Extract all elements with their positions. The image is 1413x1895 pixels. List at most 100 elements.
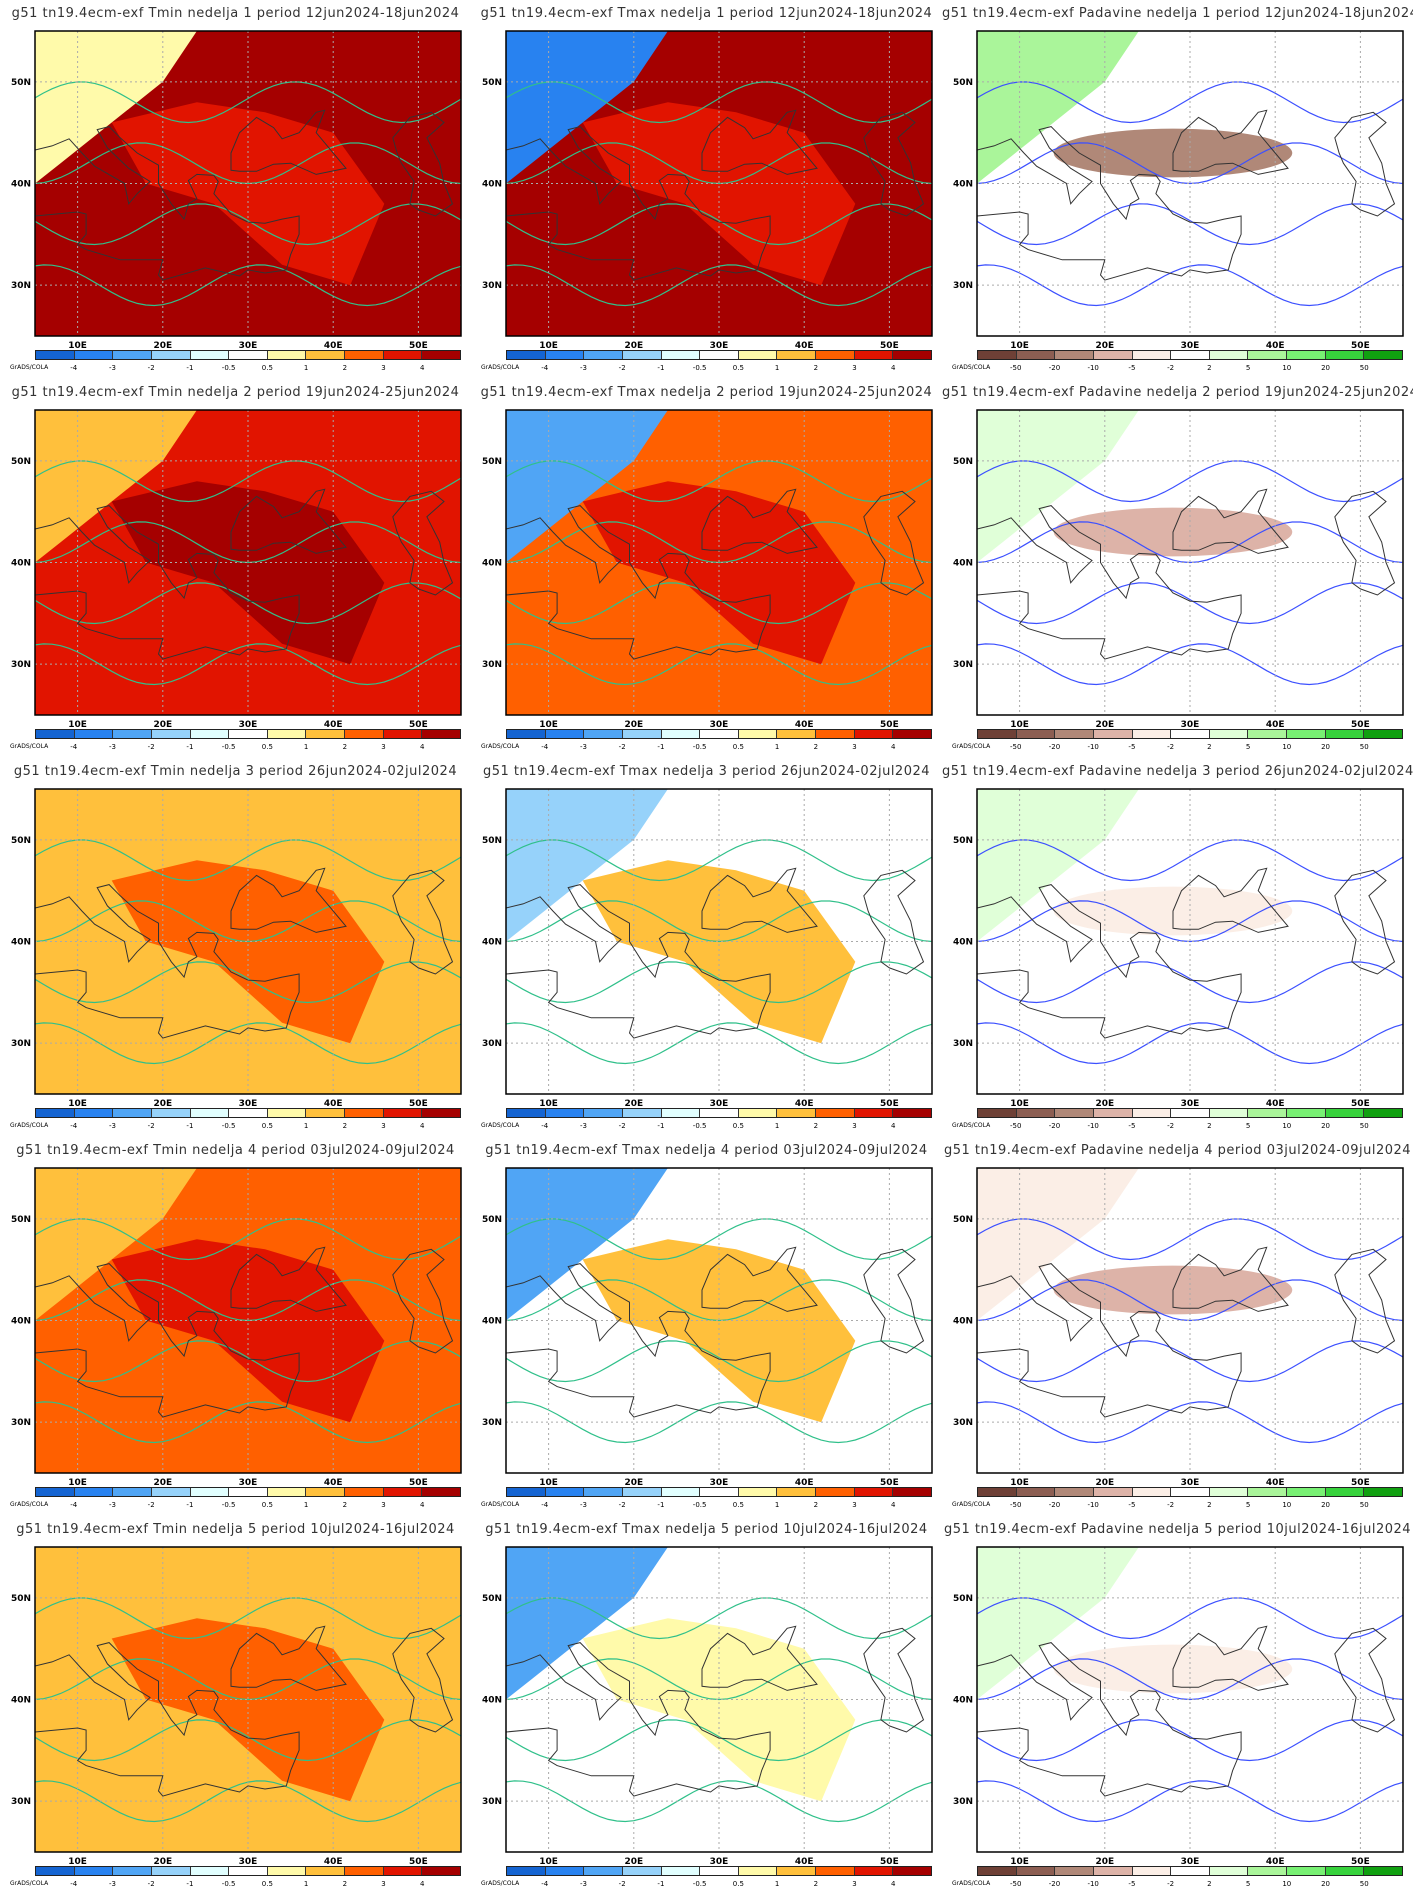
colorbar-label: 10 [1282,1880,1292,1888]
contour-line [977,582,1403,625]
colorbar-label: 1 [774,1880,780,1888]
lat-tick-label: 40N [11,1317,31,1327]
colorbar-swatch [777,351,817,359]
panel-title: g51 tn19.4ecm-exf Padavine nedelja 5 per… [943,1522,1412,1537]
contour-line [506,839,932,882]
colorbar-swatch [777,1488,817,1496]
lon-tick-label: 50E [1351,1478,1370,1488]
colorbar-swatch [1364,1488,1403,1496]
grads-credit: GrADS/COLA [10,743,49,750]
colorbar-swatch [383,730,423,738]
contour-line [35,1719,461,1762]
contour-line [977,1719,1403,1762]
colorbar-swatch [1132,730,1172,738]
panel-title: g51 tn19.4ecm-exf Padavine nedelja 3 per… [942,764,1413,779]
lon-tick-label: 40E [324,1099,343,1109]
colorbar-label: 2 [342,1880,348,1888]
lon-tick-label: 50E [1351,720,1370,730]
lon-tick-label: 30E [710,1478,729,1488]
colorbar-label: 1 [774,1122,780,1130]
colorbar-label: 5 [1245,1122,1251,1130]
lon-tick-label: 30E [710,720,729,730]
colorbar-label: -3 [108,743,116,751]
lon-tick-label: 40E [324,1857,343,1867]
colorbar-swatch [383,351,423,359]
lon-tick-label: 50E [409,1099,428,1109]
colorbar-label: -3 [579,743,587,751]
lat-tick-label: 50N [953,1215,973,1225]
lon-tick-label: 10E [68,1478,87,1488]
colorbar-label: 1 [303,364,309,372]
colorbar-swatch [854,1488,894,1496]
grads-credit: GrADS/COLA [481,743,520,750]
lon-tick-label: 10E [1010,341,1029,351]
lon-tick-label: 30E [710,1857,729,1867]
grads-credit: GrADS/COLA [10,364,49,371]
map-plot: 10E 20E 30E 40E 50E 30N 40N 50N [482,30,933,351]
coastline [230,109,347,175]
colorbar-swatch [545,1109,585,1117]
lon-tick-label: 20E [1095,341,1114,351]
colorbar-swatch [383,1109,423,1117]
colorbar-label: -4 [70,743,78,751]
lon-tick-label: 50E [880,1478,899,1488]
colorbar-swatch [1287,1488,1326,1496]
contour-line [977,900,1403,943]
colorbar-swatch [1055,1867,1094,1875]
colorbar-swatch [1209,351,1249,359]
map-plot: 10E 20E 30E 40E 50E 30N 40N 50N [482,409,933,730]
colorbar [506,1487,932,1497]
colorbar-swatch [816,351,855,359]
contour-line [977,142,1403,185]
colorbar-label: 2 [1207,1122,1212,1130]
contour-line [35,81,461,124]
colorbar-swatch [700,1109,739,1117]
colorbar-swatch [36,1867,75,1875]
field-anomaly-blob [582,860,856,1044]
colorbar-swatch [151,1867,191,1875]
map-plot: 10E 20E 30E 40E 50E 30N 40N 50N [953,30,1404,351]
coastline [701,109,818,175]
lon-tick-label: 50E [1351,1857,1370,1867]
contour-line [506,1658,932,1701]
panel-title: g51 tn19.4ecm-exf Padavine nedelja 4 per… [943,1143,1412,1158]
coastline [977,505,1242,660]
colorbar-label: -2 [147,1880,155,1888]
colorbar-label: 2 [813,364,819,372]
colorbar-swatch [1093,1867,1133,1875]
colorbar-label: 1 [774,364,780,372]
panel-title: g51 tn19.4ecm-exf Tmin nedelja 1 period … [11,6,460,21]
colorbar-label: 2 [813,1122,819,1130]
colorbar-swatch [1364,730,1403,738]
contour-line [977,203,1403,246]
colorbar-swatch [1209,1488,1249,1496]
colorbar-label: -50 [1010,364,1022,372]
lon-tick-label: 20E [153,341,172,351]
map-panel: g51 tn19.4ecm-exf Tmin nedelja 5 period … [0,1516,471,1895]
panel-title: g51 tn19.4ecm-exf Tmin nedelja 3 period … [13,764,458,779]
colorbar-swatch [507,1488,546,1496]
lon-tick-label: 10E [539,341,558,351]
colorbar-label: -2 [618,1122,626,1130]
colorbar-swatch [584,730,623,738]
colorbar-label: 50 [1359,1880,1369,1888]
colorbar-swatch [661,351,701,359]
colorbar-label: 3 [381,743,386,751]
coastline [977,1263,1242,1418]
contour-line [35,142,461,185]
coastline [1172,867,1289,933]
lat-tick-label: 40N [482,180,502,190]
colorbar-label: -2 [618,743,626,751]
colorbar-label: 3 [381,1122,386,1130]
colorbar-label: 4 [420,743,425,751]
colorbar-swatch [1016,351,1056,359]
colorbar-swatch [1364,1867,1403,1875]
panel-title: g51 tn19.4ecm-exf Tmin nedelja 2 period … [11,385,460,400]
lon-tick-label: 50E [409,1857,428,1867]
contour-line [977,1597,1403,1640]
colorbar [506,1108,932,1118]
map-frame [976,1546,1404,1853]
colorbar-swatch [1248,1488,1288,1496]
colorbar-label: -4 [541,743,549,751]
colorbar-swatch [151,1488,191,1496]
